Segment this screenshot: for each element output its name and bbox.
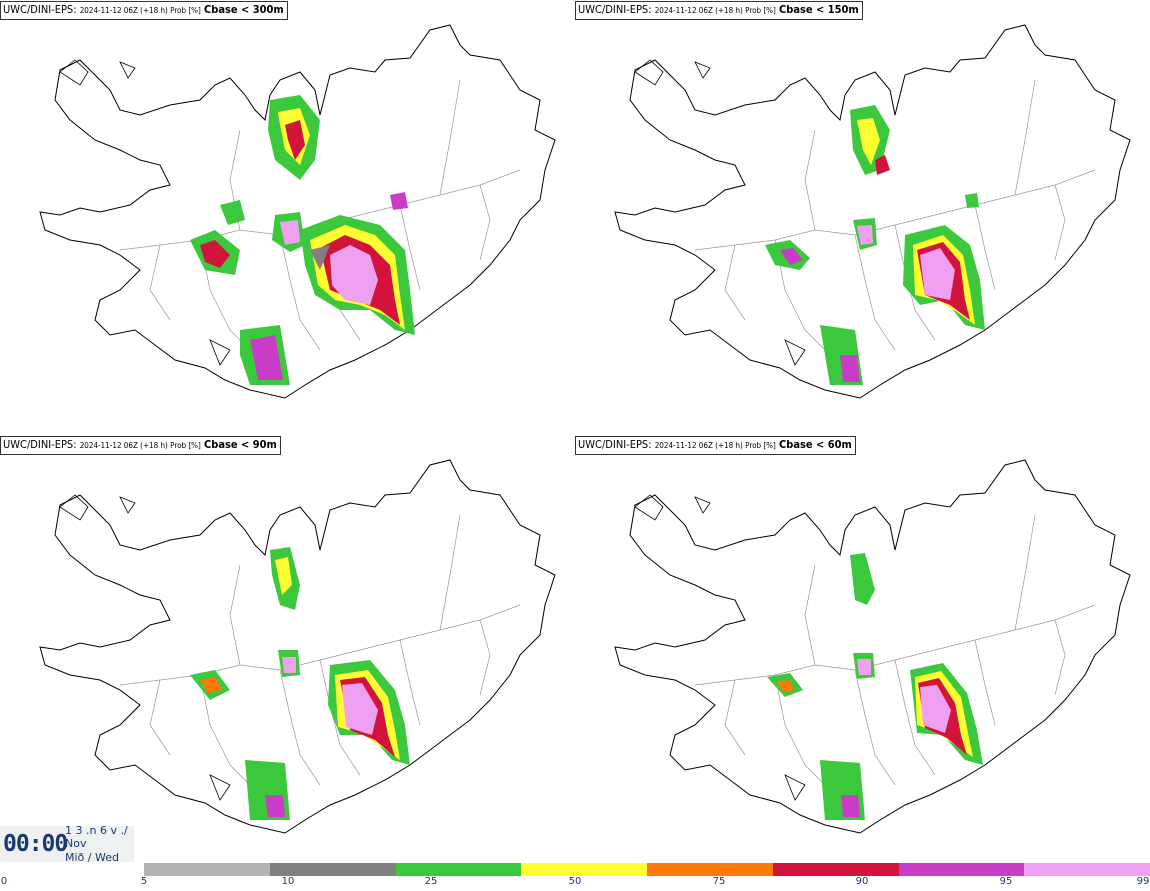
colorbar-tick-label: 50 (568, 876, 582, 887)
colorbar-tick-label: 0 (0, 876, 8, 887)
colorbar-segment (772, 863, 899, 876)
panel-title: UWC/DINI-EPS: 2024-11-12 06Z (+18 h) Pro… (575, 1, 863, 20)
iceland-map (39, 459, 556, 834)
iceland-map (614, 24, 1131, 399)
colorbar-tick-label: 90 (855, 876, 869, 887)
colorbar (144, 863, 1150, 876)
colorbar-tick-label: 10 (281, 876, 295, 887)
colorbar-tick-label: 5 (140, 876, 148, 887)
map-panel-2: UWC/DINI-EPS: 2024-11-12 06Z (+18 h) Pro… (575, 0, 1150, 435)
valid-time-box: 00:00 1 3 .n 6 v ./ Nov Mið / Wed (0, 824, 134, 864)
colorbar-tick-label: 99 (1136, 876, 1150, 887)
iceland-map (614, 459, 1131, 834)
date-line-2: Nov (65, 837, 87, 850)
iceland-map (39, 24, 556, 399)
colorbar-tick-label: 25 (424, 876, 438, 887)
date-line-1: 1 3 .n 6 v ./ (65, 824, 128, 837)
colorbar-tick-label: 95 (999, 876, 1013, 887)
valid-time: 00:00 (3, 831, 68, 857)
colorbar-segment (144, 863, 270, 876)
colorbar-segment (269, 863, 396, 876)
colorbar-tick-label: 75 (712, 876, 726, 887)
map-panel-1: UWC/DINI-EPS: 2024-11-12 06Z (+18 h) Pro… (0, 0, 575, 435)
panel-title: UWC/DINI-EPS: 2024-11-12 06Z (+18 h) Pro… (575, 436, 856, 455)
colorbar-segment (1024, 863, 1150, 876)
map-panel-3: UWC/DINI-EPS: 2024-11-12 06Z (+18 h) Pro… (0, 435, 575, 870)
panel-title: UWC/DINI-EPS: 2024-11-12 06Z (+18 h) Pro… (0, 436, 281, 455)
date-line-3: Mið / Wed (65, 851, 119, 864)
panel-title: UWC/DINI-EPS: 2024-11-12 06Z (+18 h) Pro… (0, 1, 288, 20)
colorbar-segment (521, 863, 647, 876)
map-panel-4: UWC/DINI-EPS: 2024-11-12 06Z (+18 h) Pro… (575, 435, 1150, 870)
colorbar-segment (647, 863, 773, 876)
colorbar-segment (395, 863, 522, 876)
colorbar-segment (898, 863, 1025, 876)
